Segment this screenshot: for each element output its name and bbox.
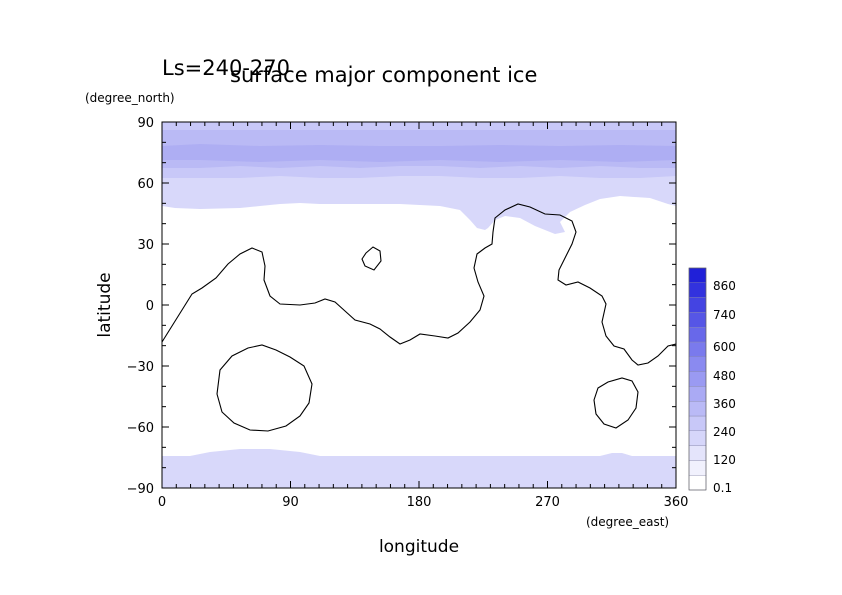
season-label: Ls=240-270 xyxy=(162,56,290,80)
colorbar-swatch xyxy=(688,327,707,343)
colorbar-labels: 0.1 120 240 360 480 600 740 860 xyxy=(713,279,736,495)
colorbar-frame xyxy=(688,267,707,491)
colorbar-swatch xyxy=(688,282,707,298)
colorbar xyxy=(688,267,707,491)
colorbar-swatch xyxy=(688,430,707,446)
x-unit-label: (degree_east) xyxy=(586,515,669,529)
y-tick-labels: 90 60 30 0 −30 −60 −90 xyxy=(127,116,154,497)
colorbar-swatch xyxy=(688,356,707,372)
colorbar-label: 600 xyxy=(713,340,736,354)
x-tick-label: 360 xyxy=(664,495,689,510)
olympus-mons-contour xyxy=(361,246,382,271)
colorbar-swatch xyxy=(688,341,707,358)
colorbar-swatch xyxy=(688,312,707,328)
y-tick-label: 0 xyxy=(146,299,154,314)
colorbar-label: 360 xyxy=(713,397,736,411)
y-axis-title: latitude xyxy=(95,272,115,337)
colorbar-swatch xyxy=(688,401,707,417)
north-ice-zone-4 xyxy=(162,144,676,162)
x-tick-labels: 0 90 180 270 360 xyxy=(158,495,689,510)
colorbar-swatch xyxy=(688,445,707,461)
colorbar-swatch xyxy=(688,297,707,313)
x-tick-label: 90 xyxy=(282,495,299,510)
colorbar-label: 240 xyxy=(713,425,736,439)
colorbar-swatch xyxy=(688,475,707,491)
x-tick-label: 0 xyxy=(158,495,166,510)
argyre-basin-contour xyxy=(593,377,639,429)
y-unit-label: (degree_north) xyxy=(85,91,175,105)
topography-contours xyxy=(162,203,676,432)
colorbar-label: 480 xyxy=(713,369,736,383)
colorbar-swatch xyxy=(688,371,707,387)
x-tick-label: 180 xyxy=(407,495,432,510)
hellas-basin-contour xyxy=(216,344,313,432)
south-ice-zone xyxy=(162,449,676,488)
x-tick-label: 270 xyxy=(535,495,560,510)
colorbar-swatch xyxy=(688,415,707,432)
colorbar-swatch xyxy=(688,386,707,402)
colorbar-label: 120 xyxy=(713,453,736,467)
x-axis-title: longitude xyxy=(379,537,459,557)
y-tick-label: 60 xyxy=(137,177,154,192)
colorbar-label: 0.1 xyxy=(713,481,732,495)
y-tick-label: −90 xyxy=(127,482,154,497)
highland-boundary-contour xyxy=(162,203,676,366)
colorbar-swatch xyxy=(688,267,707,284)
y-tick-label: 90 xyxy=(137,116,154,131)
axis-ticks xyxy=(161,121,677,489)
chart-title: surface major component ice xyxy=(230,63,537,87)
colorbar-swatch xyxy=(688,460,707,476)
ice-fill-layer xyxy=(162,122,676,488)
y-tick-label: −30 xyxy=(127,360,154,375)
colorbar-label: 860 xyxy=(713,279,736,293)
y-tick-label: −60 xyxy=(127,421,154,436)
y-tick-label: 30 xyxy=(137,238,154,253)
colorbar-label: 740 xyxy=(713,308,736,322)
